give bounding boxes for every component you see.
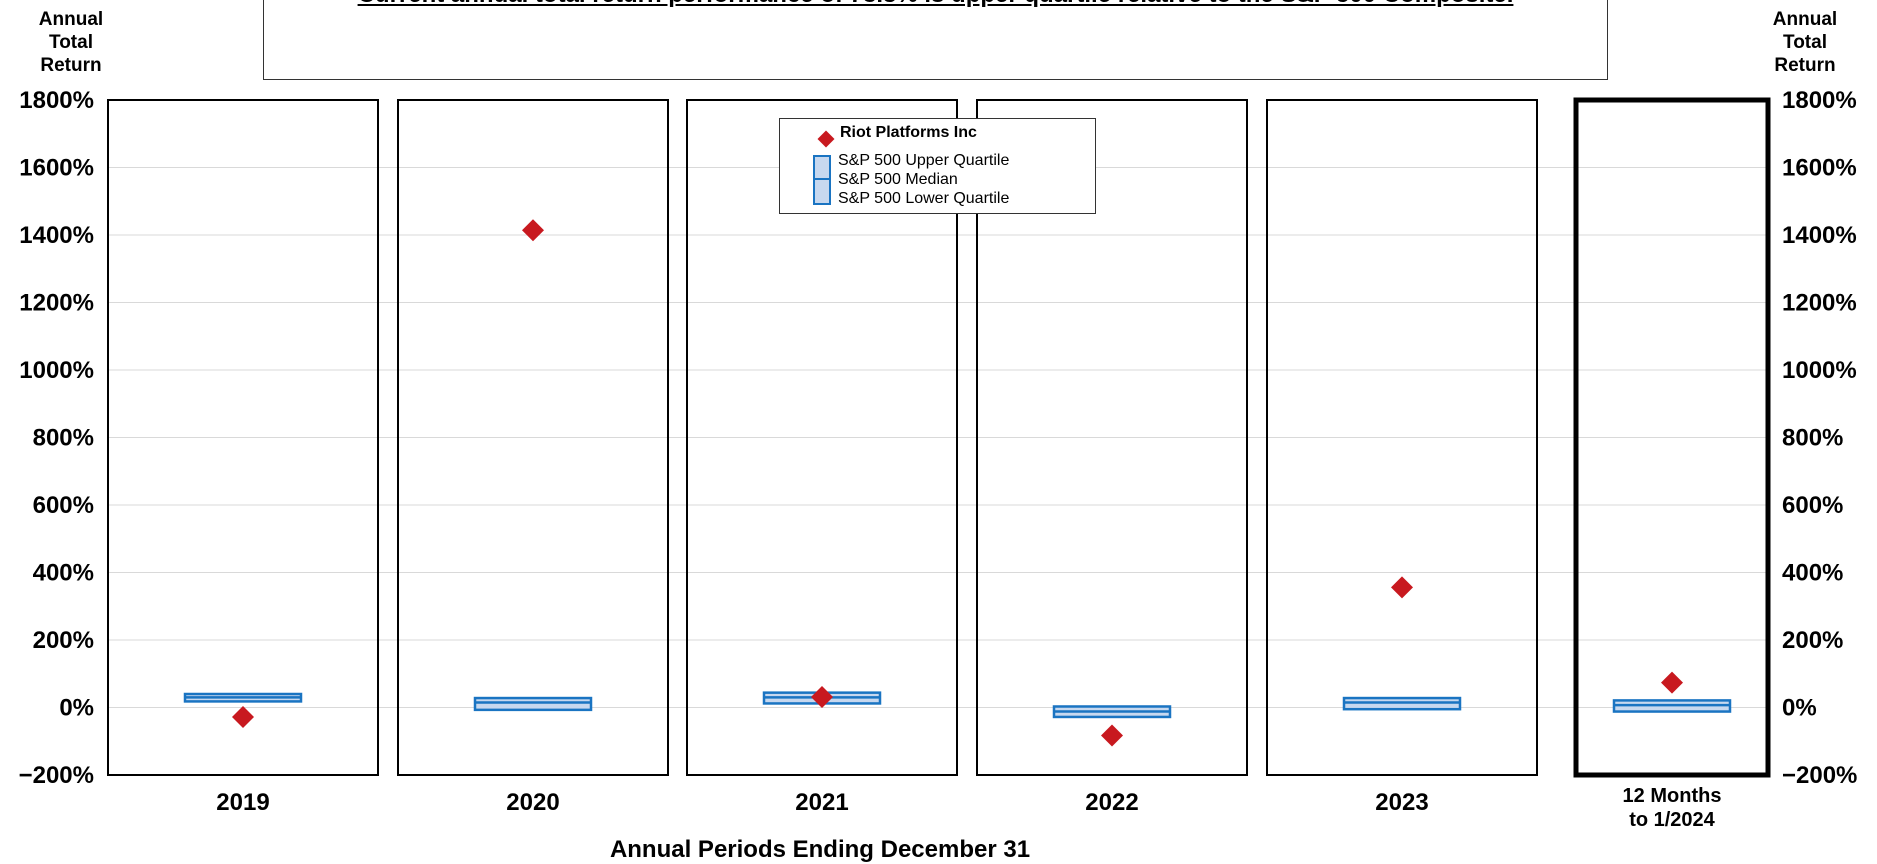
y-axis-title-right-line: Return [1774,55,1836,76]
category-panel [976,99,1248,776]
data-point-diamond [1391,576,1413,599]
y-axis-title-right-line: Total [1783,32,1827,53]
y-tick-label-right: 1800% [1782,87,1857,114]
y-tick-label-left: 1000% [19,357,94,384]
chart-legend: Riot Platforms Inc S&P 500 Upper Quartil… [779,118,1096,214]
y-tick-label-left: 1400% [19,222,94,249]
legend-diamond-icon [817,130,835,148]
y-tick-label-right: 400% [1782,560,1843,587]
y-axis-title-left-line: Return [40,55,102,76]
y-tick-label-right: 1000% [1782,357,1857,384]
y-tick-label-right: 600% [1782,492,1843,519]
x-category-label: 2020 [506,789,559,816]
x-category-label-line: 12 Months [1623,785,1722,807]
y-tick-label-right: 0% [1782,695,1817,722]
y-tick-label-right: 1400% [1782,222,1857,249]
y-tick-label-right: −200% [1782,762,1857,789]
x-category-label-line: to 1/2024 [1629,809,1715,831]
headline-box: Current annual total return performance … [263,0,1608,80]
grid-layer [108,167,1768,708]
panel-layer [107,97,1771,778]
y-tick-label-left: −200% [19,762,94,789]
y-tick-label-left: 200% [33,627,94,654]
legend-median-label: S&P 500 Median [838,171,958,188]
y-tick-label-left: 400% [33,560,94,587]
y-tick-label-left: 0% [59,695,94,722]
label-layer: −200% −200% 0% 0% 200% 200% 400% 400% 600% 600% 80… [19,87,1858,831]
y-tick-label-right: 800% [1782,425,1843,452]
y-tick-label-left: 600% [33,492,94,519]
data-point-diamond [1661,671,1683,694]
y-axis-title-left-line: Annual [38,9,104,30]
legend-upper-label: S&P 500 Upper Quartile [838,152,1010,169]
mark-layer [183,219,1732,747]
y-tick-label-right: 1600% [1782,155,1857,182]
y-axis-title-right: Annual Total Return [1745,8,1865,77]
x-category-label: 2021 [795,789,848,816]
x-category-label: 2019 [216,789,269,816]
y-tick-label-left: 1600% [19,155,94,182]
y-tick-label-right: 1200% [1782,290,1857,317]
y-tick-label-left: 800% [33,425,94,452]
y-axis-title-left-line: Total [49,32,93,53]
data-point-diamond [811,686,833,709]
y-axis-title-right-line: Annual [1772,9,1838,30]
quartile-box [473,696,593,712]
y-tick-label-left: 1800% [19,87,94,114]
category-panel [397,99,669,776]
x-axis-title: Annual Periods Ending December 31 [609,836,1031,863]
data-point-diamond [232,705,254,728]
category-panel [686,99,958,776]
legend-lower-label: S&P 500 Lower Quartile [838,190,1010,207]
category-panel [1266,99,1538,776]
data-point-diamond [1101,724,1123,747]
y-tick-label-right: 200% [1782,627,1843,654]
category-panel [107,99,379,776]
y-axis-title-left: Annual Total Return [11,8,131,77]
x-category-label: 2023 [1375,789,1428,816]
legend-series-label: Riot Platforms Inc [840,124,977,141]
y-tick-label-left: 1200% [19,290,94,317]
chart-headline: Current annual total return performance … [264,0,1607,9]
category-panel [1573,97,1771,778]
x-category-label: 2022 [1085,789,1138,816]
legend-box-icon [813,155,831,205]
data-point-diamond [522,219,544,242]
x-category-label: 12 Months to 1/2024 [1623,785,1722,831]
